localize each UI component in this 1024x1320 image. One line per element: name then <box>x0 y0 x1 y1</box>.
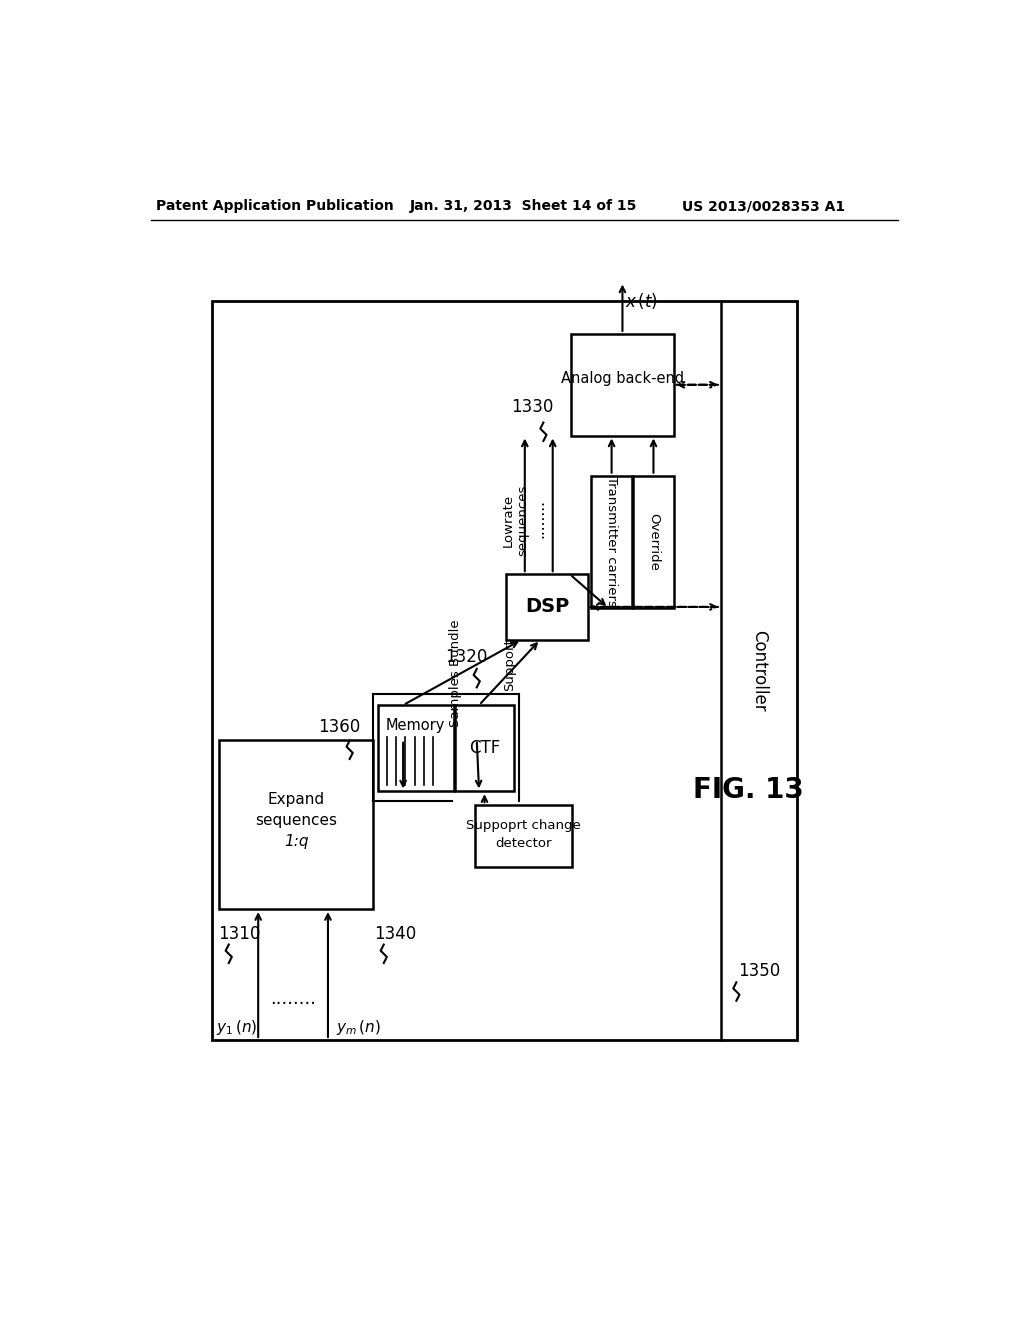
Text: 1310: 1310 <box>218 925 260 942</box>
Text: Lowrate
sequences: Lowrate sequences <box>502 484 529 556</box>
Text: DSP: DSP <box>524 598 569 616</box>
Text: detector: detector <box>496 837 552 850</box>
Bar <box>506 574 588 640</box>
Bar <box>633 475 674 609</box>
Text: Support: Support <box>503 639 516 692</box>
Text: sequences: sequences <box>255 813 337 828</box>
Text: 1340: 1340 <box>375 925 417 942</box>
Text: $y_m\,(n)$: $y_m\,(n)$ <box>337 1018 381 1038</box>
Bar <box>571 334 674 436</box>
Text: 1320: 1320 <box>444 648 487 665</box>
Bar <box>378 705 454 792</box>
Text: Analog back-end: Analog back-end <box>561 371 684 387</box>
Text: Controller: Controller <box>750 630 768 711</box>
Bar <box>219 739 373 909</box>
Text: 1:q: 1:q <box>284 834 308 849</box>
Text: Override: Override <box>647 513 659 570</box>
Text: 1350: 1350 <box>737 962 780 979</box>
Text: Expand: Expand <box>267 792 325 808</box>
Text: ........: ........ <box>270 990 316 1008</box>
Text: FIG. 13: FIG. 13 <box>692 776 804 804</box>
Text: US 2013/0028353 A1: US 2013/0028353 A1 <box>682 199 845 213</box>
Bar <box>475 805 572 867</box>
Bar <box>212 301 797 1040</box>
Text: Transmitter carriers: Transmitter carriers <box>605 477 618 607</box>
Text: $x\,(t)$: $x\,(t)$ <box>625 290 657 310</box>
Text: 1330: 1330 <box>511 399 554 416</box>
Bar <box>592 475 632 609</box>
Bar <box>455 705 514 792</box>
Text: $y_1\,(n)$: $y_1\,(n)$ <box>216 1018 257 1038</box>
Text: CTF: CTF <box>469 739 500 758</box>
Text: Jan. 31, 2013  Sheet 14 of 15: Jan. 31, 2013 Sheet 14 of 15 <box>410 199 637 213</box>
Text: Suppoprt change: Suppoprt change <box>466 818 581 832</box>
Text: Samples Bundle: Samples Bundle <box>450 619 462 726</box>
Text: Patent Application Publication: Patent Application Publication <box>157 199 394 213</box>
Text: 1360: 1360 <box>317 718 359 735</box>
Text: ........: ........ <box>531 499 546 539</box>
Text: Memory: Memory <box>386 718 445 733</box>
